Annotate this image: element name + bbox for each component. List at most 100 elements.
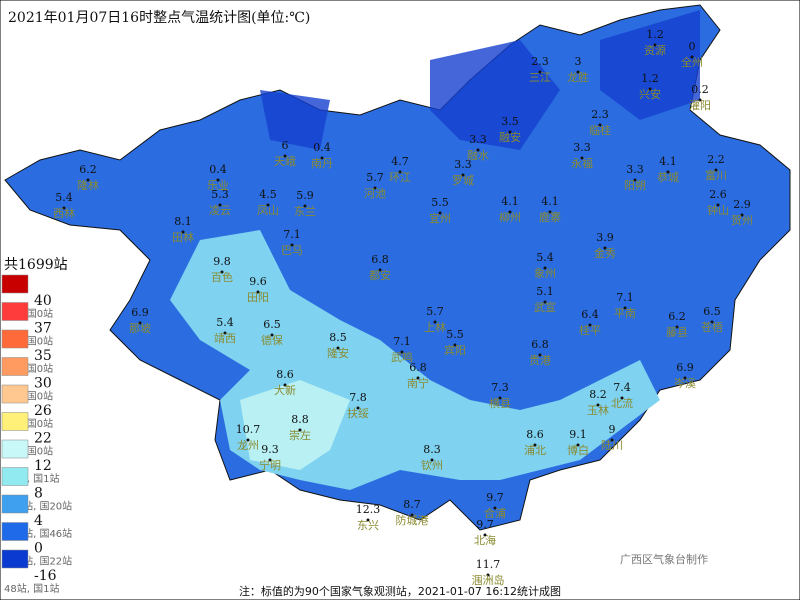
station-value: 5.7 [426, 305, 444, 318]
station-dot [508, 130, 512, 134]
station-dot [400, 350, 404, 354]
legend-value: 22 [34, 431, 52, 447]
station-dot [438, 211, 442, 215]
legend-swatch [1, 357, 29, 376]
station-value: 7.1 [283, 228, 301, 241]
station-value: 8.6 [526, 428, 544, 441]
station-dot [633, 178, 637, 182]
station-name: 环江 [389, 171, 411, 184]
station-name: 横县 [489, 396, 511, 410]
station-name: 鹿寨 [539, 210, 561, 224]
station-name: 贵港 [529, 354, 551, 367]
station-dot [453, 343, 457, 347]
station-dot [548, 210, 552, 214]
credit: 广西区气象台制作 [620, 552, 708, 566]
legend-value: 0 [34, 541, 43, 557]
station-name: 临桂 [589, 123, 611, 137]
station-dot [620, 396, 624, 400]
station-dot [623, 306, 627, 310]
legend-swatch [1, 302, 29, 321]
station-name: 浦北 [524, 444, 546, 457]
legend-count: 48站, 国1站 [4, 582, 59, 595]
station-dot [588, 323, 592, 327]
station-name: 富川 [705, 168, 727, 182]
station-dot [220, 270, 224, 274]
station-dot [283, 383, 287, 387]
station-name: 上林 [424, 320, 446, 334]
station-value: 8.7 [403, 498, 421, 511]
station-value: 0 [689, 40, 696, 53]
station-name: 全州 [681, 55, 703, 69]
station-dot [476, 148, 480, 152]
station-name: 资源 [644, 43, 666, 57]
station-value: 0.2 [691, 83, 709, 96]
station-dot [486, 573, 490, 577]
station-value: 6.2 [79, 163, 97, 176]
station-dot [596, 403, 600, 407]
station-value: 2.9 [733, 198, 751, 211]
station-value: 0.4 [313, 141, 331, 154]
legend-swatch [1, 494, 29, 514]
station-name: 靖西 [214, 332, 236, 345]
station-dot [181, 230, 185, 234]
station-value: 8.8 [291, 413, 309, 426]
station-name: 兴安 [639, 87, 661, 101]
station-dot [538, 70, 542, 74]
station-value: 5.9 [296, 189, 314, 202]
station-value: 3.3 [469, 133, 487, 146]
station-value: 5.5 [446, 328, 464, 341]
station-name: 宁明 [259, 458, 281, 472]
station-value: 7.1 [393, 335, 411, 348]
station-value: 9.6 [249, 275, 267, 288]
legend-swatch [1, 439, 29, 459]
station-value: 4.1 [541, 195, 559, 208]
station-dot [580, 156, 584, 160]
station-dot [268, 458, 272, 462]
station-value: 6.5 [263, 318, 281, 331]
station-name: 田林 [172, 230, 194, 244]
station-dot [378, 268, 382, 272]
station-name: 藤县 [666, 326, 688, 339]
station-name: 灌阳 [689, 99, 711, 112]
station-dot [373, 186, 377, 190]
station-value: 9.8 [213, 255, 231, 268]
station-value: 9.1 [569, 428, 587, 441]
station-dot [508, 210, 512, 214]
station-name: 龙州 [237, 439, 259, 452]
station-dot [138, 321, 142, 325]
warm-core [240, 380, 350, 470]
station-name: 天峨 [274, 155, 296, 168]
station-dot [270, 333, 274, 337]
station-name: 都安 [369, 268, 391, 282]
station-value: 6.9 [131, 306, 149, 319]
station-value: 0.4 [209, 163, 227, 176]
station-name: 扶绥 [347, 406, 369, 420]
station-name: 罗城 [452, 174, 474, 187]
station-name: 东兴 [357, 519, 379, 532]
station-value: 6 [282, 139, 289, 152]
station-dot [576, 70, 580, 74]
station-name: 融安 [499, 130, 521, 144]
station-name: 博白 [567, 443, 589, 457]
station-name: 阳朔 [624, 179, 646, 192]
station-dot [740, 213, 744, 217]
station-name: 隆林 [77, 178, 99, 192]
station-value: 1.2 [646, 28, 664, 41]
station-name: 崇左 [289, 429, 311, 442]
legend-value: 30 [34, 376, 52, 392]
legend-swatch [1, 274, 29, 294]
station-name: 南宁 [407, 376, 429, 390]
station-dot [62, 206, 66, 210]
station-name: 岑溪 [674, 377, 696, 390]
station-value: 7.8 [349, 391, 367, 404]
legend-value: 40 [34, 293, 52, 309]
footer: 注：标值的为90个国家气象观测站，2021-01-07 16:12统计成图 [239, 584, 561, 598]
station-name: 田阳 [247, 291, 269, 304]
station-value: 3.5 [501, 115, 519, 128]
station-dot [223, 331, 227, 335]
station-value: 5.7 [366, 171, 384, 184]
station-dot [298, 428, 302, 432]
station-name: 北流 [611, 396, 633, 410]
station-value: 3.9 [596, 231, 614, 244]
